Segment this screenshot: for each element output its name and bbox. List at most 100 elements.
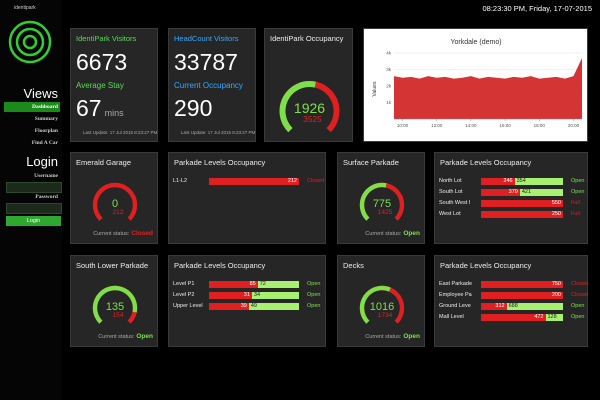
status-label: Current status: [365, 231, 402, 237]
bar-free: 354 [514, 178, 563, 185]
bar-occupied: 379 [481, 189, 520, 196]
panel-title: Emerald Garage [76, 158, 132, 167]
level-name: South Lot [439, 189, 463, 195]
status: Current status: Open [98, 333, 153, 340]
gauge-capacity: 1734 [378, 312, 393, 319]
level-name: L1-L2 [173, 178, 188, 184]
level-status: Open [307, 292, 321, 298]
login-title: Login [26, 154, 58, 169]
y-tick-label: 4k [386, 51, 392, 56]
panel-title: Surface Parkade [343, 158, 399, 167]
level-name: Level P1 [173, 281, 195, 287]
bar-occupied: 550 [481, 200, 563, 207]
gauge-fill [359, 182, 387, 221]
menu-item[interactable]: Find A Car [31, 140, 58, 146]
bar-free: 128 [545, 314, 563, 321]
stat-subvalue: 67 mins [76, 95, 124, 122]
level-name: West Lot [439, 211, 461, 217]
panel-title: Decks [343, 261, 364, 270]
level-status: Open [571, 189, 585, 195]
stat-value: 6673 [76, 49, 128, 75]
status-value: Closed [131, 230, 153, 237]
x-tick-label: 20:00 [568, 123, 580, 128]
level-status: Open [307, 281, 321, 287]
panel-title: Parkade Levels Occupancy [440, 158, 532, 167]
level-status: Open [571, 178, 585, 184]
sidebar: identipark Views Dashboard Summary Floor… [0, 0, 62, 400]
panel: 0 212 Emerald Garage Current status: Closed [70, 152, 158, 244]
password-label: Password [35, 194, 58, 200]
x-tick-label: 16:00 [499, 123, 511, 128]
level-status: Open [571, 303, 585, 309]
panel: Parkade Levels Occupancy North Lot 246 354 O… [434, 152, 588, 244]
y-tick-label: 2k [386, 84, 392, 89]
chart: Yorkdale (demo) Values 1k 2k 3k 4k 10:00 12:00 1… [364, 29, 587, 141]
level-name: Level P2 [173, 292, 195, 298]
bar-occupied: 31 [209, 292, 252, 299]
username-input[interactable] [6, 182, 62, 193]
status-label: Current status: [93, 231, 130, 237]
panel: 135 154 South Lower Parkade Current status:… [70, 255, 158, 347]
gauge-value: 1926 [294, 100, 325, 116]
x-tick-label: 14:00 [465, 123, 477, 128]
bar-free: 34 [251, 292, 299, 299]
status: Current status: Closed [93, 230, 153, 237]
y-tick-label: 3k [386, 67, 392, 72]
panel: IdentiPark Visitors 6673 Average Stay 67 min… [70, 28, 158, 142]
panel: HeadCount Visitors 33787 Current Occupancy… [168, 28, 256, 142]
gauge-value: 0 [112, 198, 118, 210]
level-name: Mall Level [439, 314, 464, 320]
stat-title: HeadCount Visitors [174, 34, 239, 43]
panel: 1926 3525 IdentiPark Occupancy [264, 28, 353, 142]
login-button[interactable]: Login [6, 216, 61, 226]
x-tick-label: 10:00 [397, 123, 409, 128]
menu-item[interactable]: Dashboard [32, 104, 58, 110]
bar-occupied: 246 [481, 178, 515, 185]
y-axis-label: Values [372, 81, 378, 96]
stat-subtitle: Average Stay [76, 81, 124, 90]
last-update: Last Update: 17 Jul 2015 8:23:27 PM [181, 130, 256, 135]
stat-unit: mins [104, 108, 124, 118]
password-input[interactable] [6, 203, 62, 214]
bar-free: 688 [506, 303, 563, 310]
bar-occupied: 200 [481, 292, 563, 299]
x-tick-label: 18:00 [534, 123, 546, 128]
stat-number: 290 [174, 95, 213, 121]
panel-title: Parkade Levels Occupancy [440, 261, 532, 270]
level-status: Closed [307, 178, 325, 184]
status-label: Current status: [98, 334, 135, 340]
menu-item[interactable]: Floorplan [34, 128, 58, 134]
gauge-fill [359, 285, 391, 324]
panel-title: Parkade Levels Occupancy [174, 158, 266, 167]
bar-occupied: 750 [481, 281, 563, 288]
menu-item[interactable]: Summary [34, 116, 58, 122]
status-value: Open [403, 230, 420, 237]
bar-occupied: 39 [209, 303, 249, 310]
gauge-track [92, 182, 138, 221]
logo [8, 20, 52, 64]
bar-occupied: 472 [481, 314, 546, 321]
x-tick-label: 12:00 [431, 123, 443, 128]
panel: 775 1425 Surface Parkade Current status: Ope… [337, 152, 425, 244]
level-name: Upper Level [173, 303, 203, 309]
gauge-capacity: 154 [112, 312, 123, 319]
panel-title: South Lower Parkade [76, 261, 149, 270]
level-status: Closed [571, 281, 589, 287]
gauge-capacity: 3525 [303, 114, 322, 124]
status-value: Open [136, 333, 153, 340]
gauge-value: 135 [106, 301, 124, 313]
menu-active [4, 102, 60, 112]
chart-title: Yorkdale (demo) [450, 39, 501, 46]
status-value: Open [403, 333, 420, 340]
logo-text: identipark [14, 5, 36, 11]
level-status: Full [571, 211, 580, 217]
panel: Yorkdale (demo) Values 1k 2k 3k 4k 10:00 12:00 1… [363, 28, 588, 142]
status-label: Current status: [365, 334, 402, 340]
username-label: Username [34, 173, 58, 179]
